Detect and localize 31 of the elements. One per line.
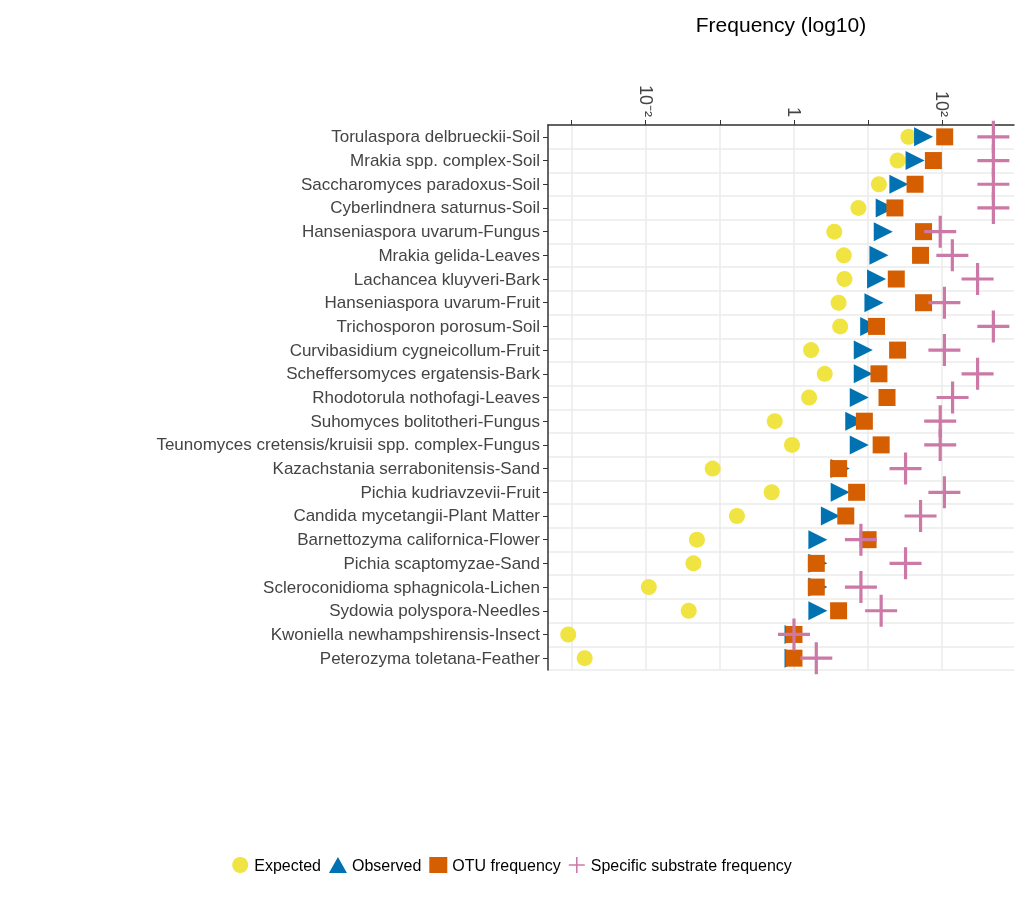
y-tick-label: Torulaspora delbrueckii-Soil (331, 127, 540, 147)
y-tick-label: Peterozyma toletana-Feather (319, 648, 541, 668)
y-tick-label: Candida mycetangii-Plant Matter (293, 506, 541, 526)
y-tick-label: Suhomyces bolitotheri-Fungus (310, 411, 540, 431)
y-tick-label: Hanseniaspora uvarum-Fungus (301, 222, 540, 242)
y-tick-label: Scheffersomyces ergatensis-Bark (286, 364, 541, 384)
y-tick-label: Hanseniaspora uvarum-Fruit (324, 293, 541, 313)
y-tick-label: Mrakia gelida-Leaves (378, 245, 540, 265)
legend-label: Specific substrate frequency (590, 856, 792, 874)
y-tick-label: Sydowia polyspora-Needles (329, 601, 540, 621)
y-tick-label: Scleroconidioma sphagnicola-Lichen (263, 577, 540, 597)
y-tick-label: Pichia kudriavzevii-Fruit (360, 482, 541, 502)
x-tick-label: 10² (932, 90, 953, 118)
y-tick-label: Kazachstania serrabonitensis-Sand (272, 459, 540, 479)
y-tick-label: Pichia scaptomyzae-Sand (343, 553, 540, 573)
y-tick-label: Saccharomyces paradoxus-Soil (300, 174, 540, 194)
legend-label: OTU frequency (452, 856, 561, 874)
y-tick-label: Rhodotorula nothofagi-Leaves (312, 388, 540, 407)
legend-label: Expected (254, 856, 321, 874)
y-tick-label: Cyberlindnera saturnus-Soil (330, 198, 540, 218)
y-tick-label: Trichosporon porosum-Soil (336, 316, 540, 336)
x-axis-title: Frequency (log10) (695, 13, 867, 36)
y-tick-label: Curvibasidium cygneicollum-Fruit (289, 340, 541, 360)
y-tick-label: Kwoniella newhampshirensis-Insect (270, 624, 541, 644)
y-tick-label: Teunomyces cretensis/kruisii spp. complex-Fungus (156, 435, 540, 455)
x-tick-label: 1 (783, 106, 804, 117)
x-tick-label: 10⁻² (635, 84, 656, 118)
y-tick-label: Barnettozyma californica-Flower (297, 530, 541, 550)
y-tick-label: Mrakia spp. complex-Soil (350, 151, 540, 171)
y-tick-label: Lachancea kluyveri-Bark (353, 269, 541, 289)
legend-label: Observed (351, 856, 422, 874)
